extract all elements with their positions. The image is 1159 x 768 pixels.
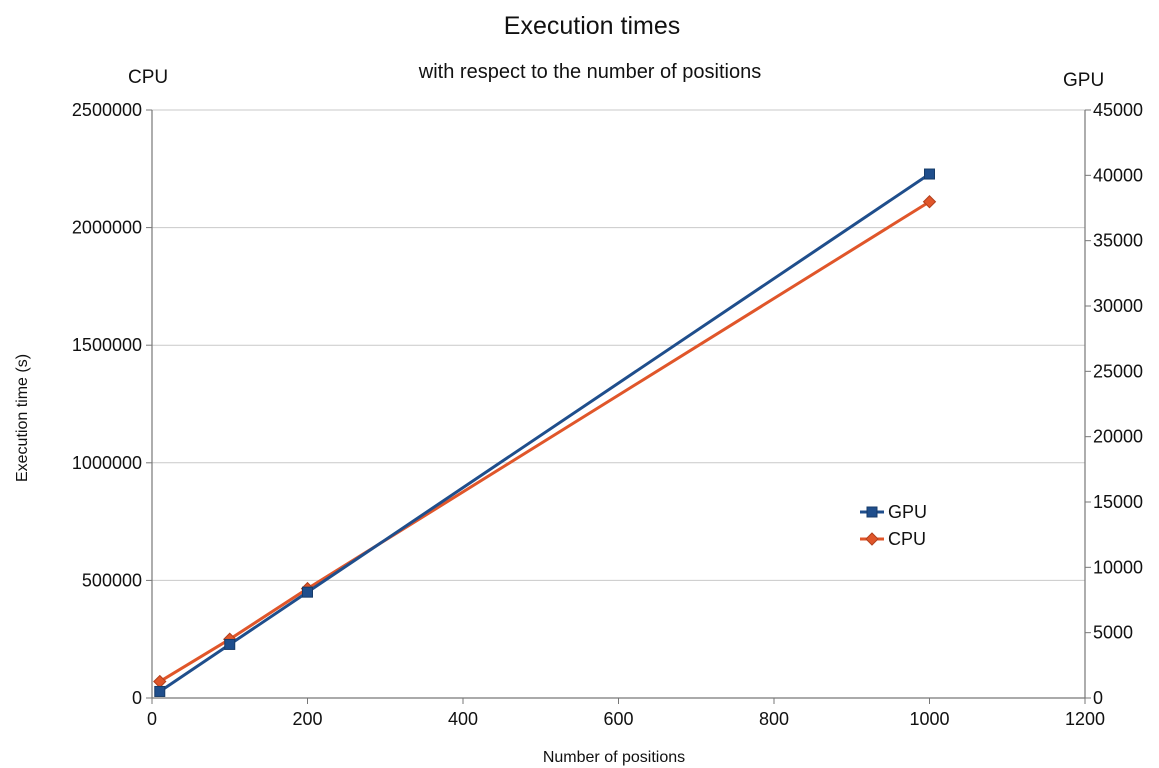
legend-marker-cpu [866,533,878,545]
legend-marker-gpu [867,507,877,517]
legend-label-gpu: GPU [888,502,927,522]
x-tick-label-800: 800 [759,709,789,729]
y-left-ticks: 0 500000 1000000 1500000 2000000 2500000 [72,100,152,708]
x-tick-label-1200: 1200 [1065,709,1105,729]
y-right-tick-label-20000: 20000 [1093,427,1143,447]
y-right-tick-label-35000: 35000 [1093,231,1143,251]
y-left-tick-label-1500000: 1500000 [72,335,142,355]
chart-title: Execution times [504,12,680,40]
x-tick-label-600: 600 [603,709,633,729]
data-point-gpu-1 [225,639,235,649]
y-right-tick-label-0: 0 [1093,688,1103,708]
x-tick-label-400: 400 [448,709,478,729]
right-axis-side-label: GPU [1063,70,1104,91]
plot-area: 0 200 400 600 800 1000 12000500000100000015000… [72,100,1143,729]
y-left-tick-label-0: 0 [132,688,142,708]
y-right-tick-label-15000: 15000 [1093,492,1143,512]
y-right-tick-label-5000: 5000 [1093,623,1133,643]
grid-lines [152,110,1085,580]
legend: GPU CPU [860,502,927,549]
x-axis-title: Number of positions [543,749,685,766]
x-tick-label-200: 200 [292,709,322,729]
series-gpu [155,169,935,696]
data-point-gpu-2 [303,587,313,597]
y-left-tick-label-500000: 500000 [82,570,142,590]
x-ticks: 0 200 400 600 800 1000 1200 [147,698,1105,729]
y-right-tick-label-25000: 25000 [1093,361,1143,381]
series-line-cpu [160,202,930,682]
x-tick-label-1000: 1000 [909,709,949,729]
x-tick-label-0: 0 [147,709,157,729]
y-right-tick-label-45000: 45000 [1093,100,1143,120]
legend-label-cpu: CPU [888,529,926,549]
y-left-tick-label-2500000: 2500000 [72,100,142,120]
y-left-tick-label-2000000: 2000000 [72,218,142,238]
series-line-gpu [160,174,930,691]
y-right-ticks: 0 5000 10000 15000 20000 25000 30000 35000 40000… [1085,100,1143,708]
y-right-tick-label-30000: 30000 [1093,296,1143,316]
data-point-gpu-3 [925,169,935,179]
y-right-tick-label-40000: 40000 [1093,165,1143,185]
chart-subtitle: with respect to the number of positions [418,61,761,83]
y-axis-title: Execution time (s) [14,354,31,482]
left-axis-side-label: CPU [128,67,168,88]
y-left-tick-label-1000000: 1000000 [72,453,142,473]
series-cpu [154,196,936,688]
y-right-tick-label-10000: 10000 [1093,557,1143,577]
data-point-gpu-0 [155,686,165,696]
